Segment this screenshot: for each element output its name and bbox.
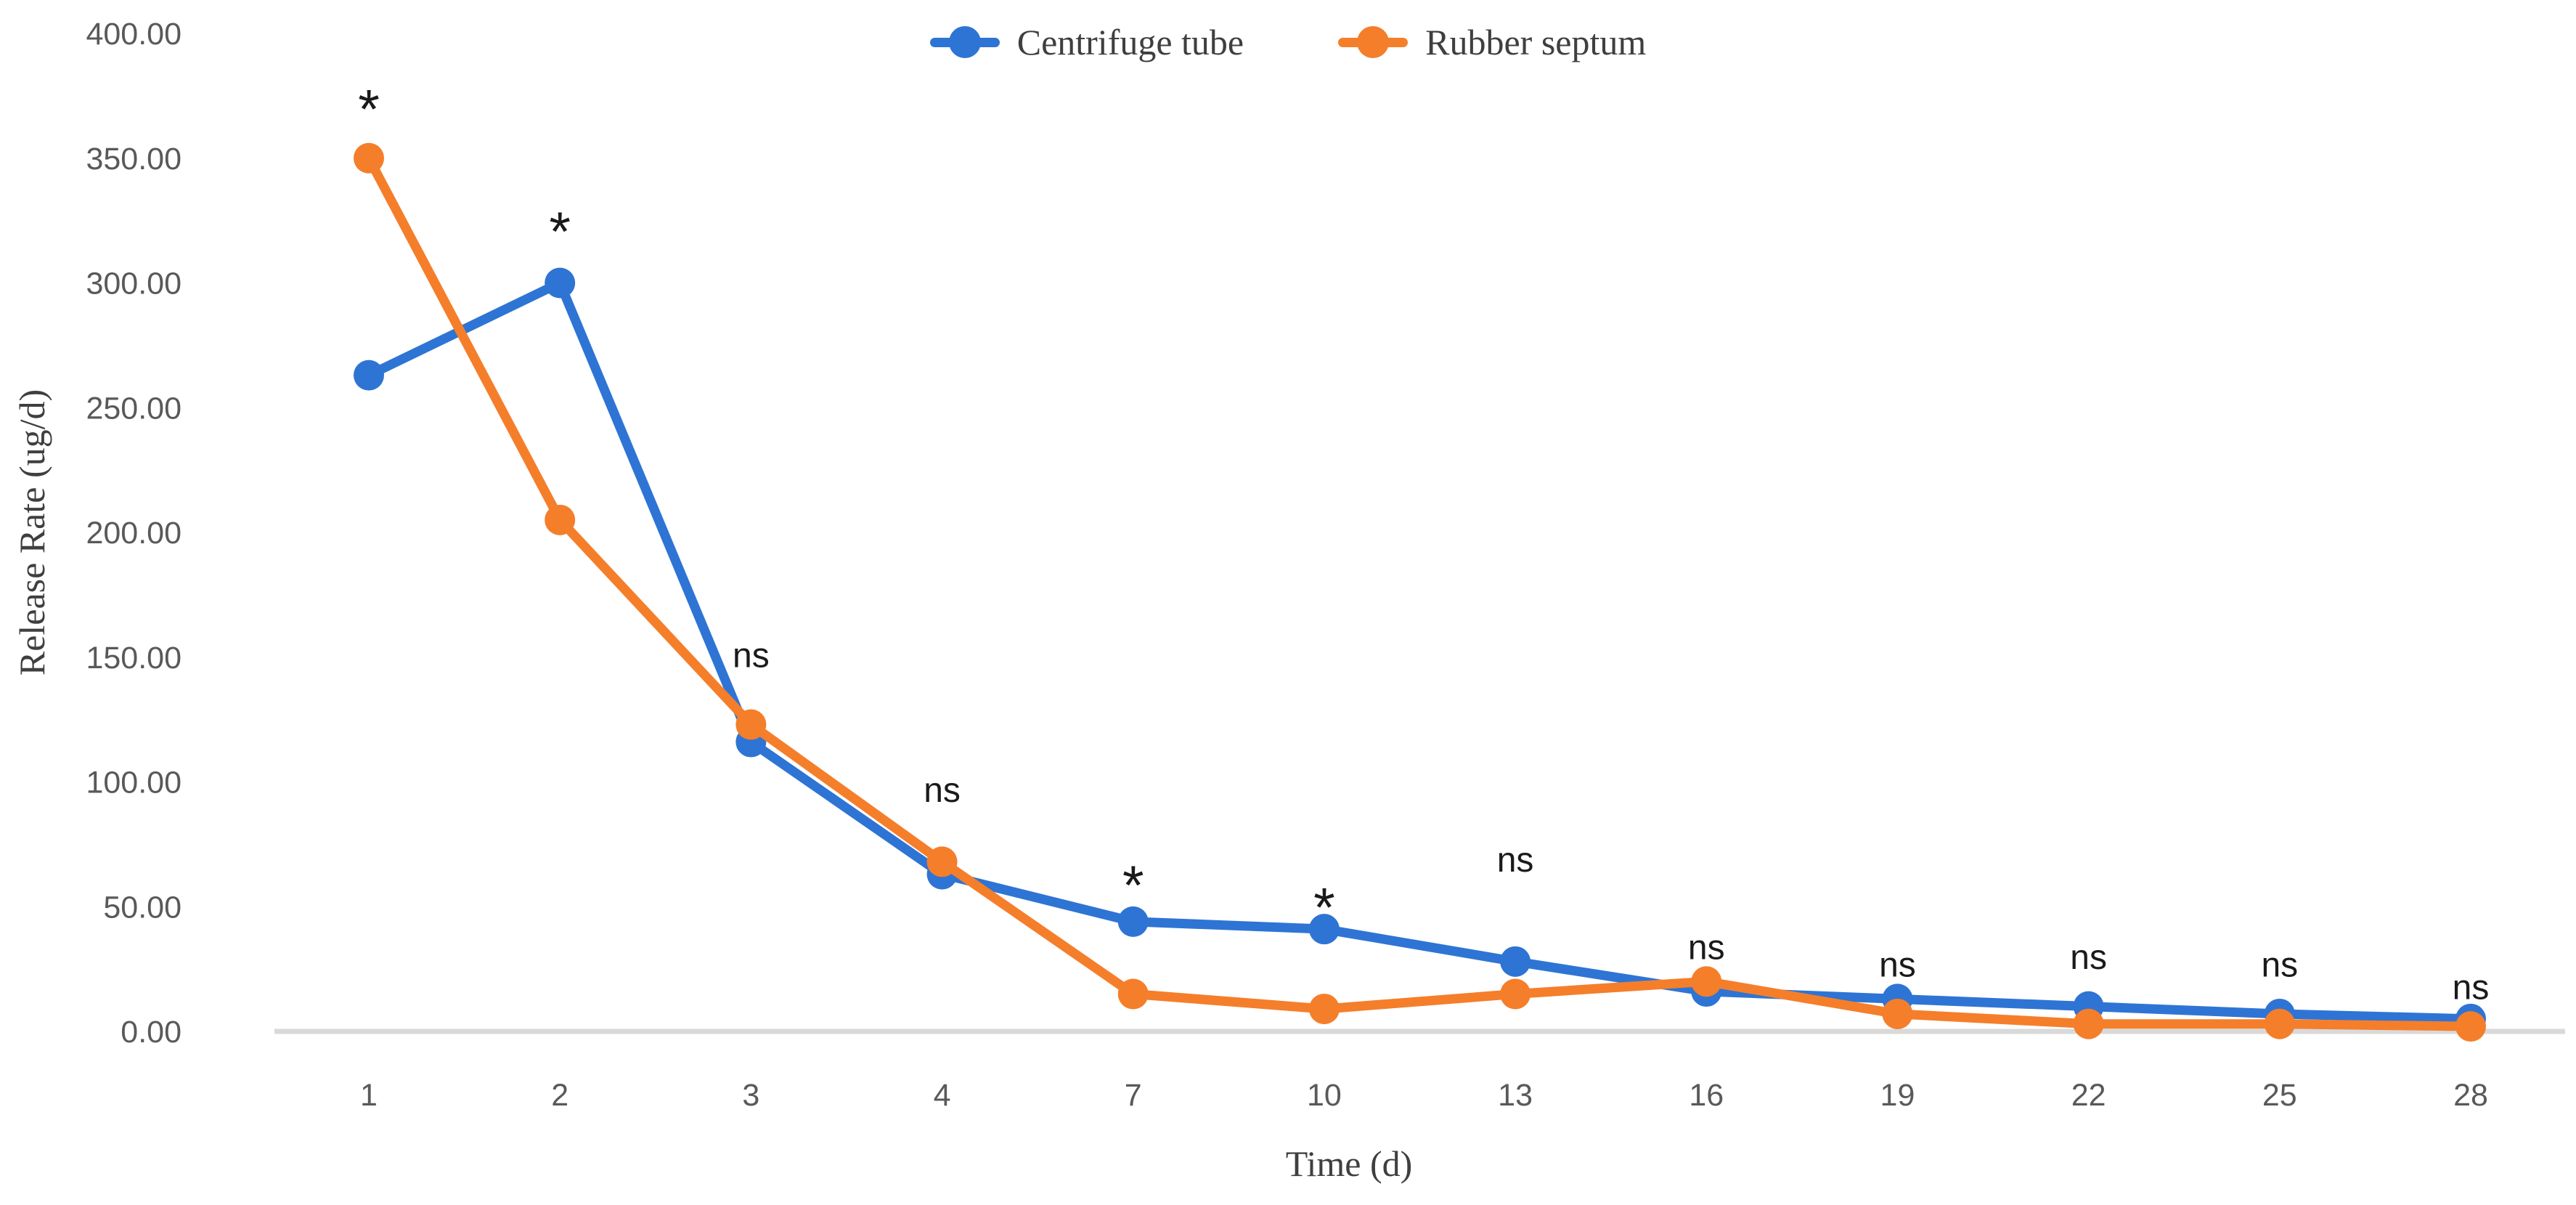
significance-annotation: ns [2261,946,2298,984]
y-axis-tick-label: 0.00 [121,1015,182,1050]
series-marker-rubber-septum [926,846,958,877]
significance-annotation: ns [2070,938,2107,977]
y-axis-tick-label: 250.00 [86,391,182,426]
legend-entry-centrifuge-tube: Centrifuge tube [929,22,1244,62]
significance-annotation: * [358,79,380,141]
series-marker-rubber-septum [1500,978,1531,1010]
series-marker-rubber-septum [735,709,767,740]
x-axis-tick-label: 19 [1880,1078,1915,1113]
series-marker-centrifuge-tube [1500,946,1531,977]
series-marker-rubber-septum [2264,1008,2295,1039]
y-axis-tick-label: 100.00 [86,766,182,800]
x-axis-tick-label: 7 [1125,1078,1142,1113]
x-axis-tick-label: 3 [742,1078,759,1113]
series-marker-rubber-septum [1308,994,1340,1025]
series-marker-centrifuge-tube [545,267,576,299]
series-marker-rubber-septum [1691,966,1722,997]
y-axis-tick-label: 350.00 [86,142,182,177]
x-axis-tick-label: 4 [934,1078,951,1113]
significance-annotation: ns [924,771,961,810]
series-marker-rubber-septum [1882,998,1913,1029]
significance-annotation: ns [733,636,770,675]
significance-annotation: ns [1497,841,1534,880]
x-axis-tick-label: 2 [551,1078,568,1113]
legend-entry-rubber-septum: Rubber septum [1338,24,1646,60]
series-marker-rubber-septum [2455,1011,2486,1042]
chart-legend: Centrifuge tube Rubber septum [0,12,2576,73]
series-marker-rubber-septum [2073,1008,2104,1039]
y-axis-tick-label: 200.00 [86,516,182,551]
series-line-rubber-septum [364,153,2476,1031]
legend-line-marker-icon [1338,25,1409,59]
x-axis-tick-label: 13 [1498,1078,1533,1113]
significance-annotation: ns [1879,946,1916,984]
x-axis-tick-label: 1 [360,1078,378,1113]
x-axis-title: Time (d) [1285,1143,1413,1184]
x-axis-tick-label: 10 [1307,1078,1342,1113]
y-axis-tick-label: 150.00 [86,641,182,675]
significance-annotation: * [1122,855,1144,917]
x-axis-tick-label: 28 [2453,1078,2488,1113]
significance-annotation: ns [2453,968,2490,1007]
legend-line-marker-icon [929,25,1000,59]
significance-annotation: ns [1688,928,1725,967]
y-axis-tick-label: 300.00 [86,267,182,301]
significance-annotation: * [549,201,571,263]
series-marker-rubber-septum [354,142,384,174]
legend-label: Rubber septum [1425,22,1647,62]
y-axis-title: Release Rate (ug/d) [12,389,52,676]
series-marker-centrifuge-tube [354,360,384,391]
x-axis-tick-label: 16 [1689,1078,1724,1113]
x-axis-tick-label: 25 [2262,1078,2297,1113]
y-axis-tick-label: 50.00 [103,890,182,925]
series-marker-rubber-septum [1117,978,1149,1010]
series-marker-rubber-septum [545,504,576,535]
y-axis-tick-label: 400.00 [86,17,182,52]
series-marker-centrifuge-tube [1308,914,1340,945]
series-marker-centrifuge-tube [1117,906,1149,937]
series-line-centrifuge-tube [364,278,2476,1024]
significance-annotation: * [1313,877,1335,939]
legend-label: Centrifuge tube [1016,22,1244,62]
x-axis-tick-label: 22 [2071,1078,2106,1113]
